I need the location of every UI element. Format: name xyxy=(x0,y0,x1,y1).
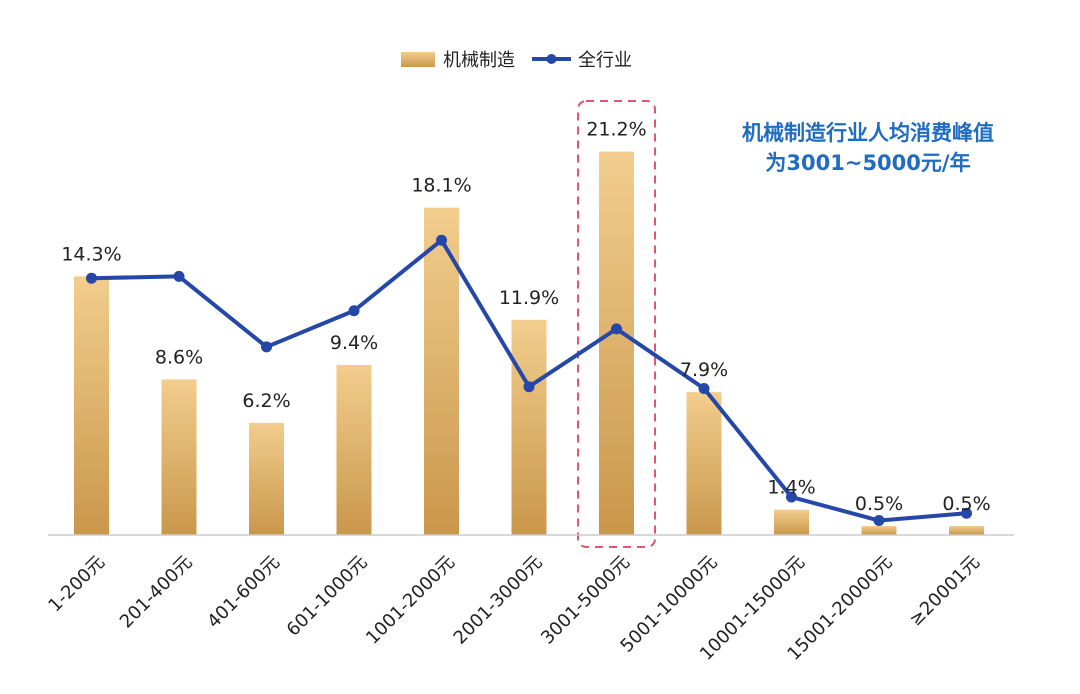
line-point-1 xyxy=(173,270,185,282)
bar-0 xyxy=(74,276,109,535)
x-tick-6: 3001-5000元 xyxy=(537,552,634,649)
x-tick-4: 1001-2000元 xyxy=(362,552,459,649)
legend-bar-label: 机械制造 xyxy=(443,50,515,71)
annotation-line-2: 为3001~5000元/年 xyxy=(765,151,970,175)
line-point-3 xyxy=(348,305,360,317)
x-tick-labels: 1-200元 201-400元 401-600元601-1000元1001-2000… xyxy=(44,552,984,665)
line-point-5 xyxy=(523,381,535,393)
bar-6 xyxy=(599,151,634,535)
bar-10 xyxy=(949,525,984,535)
data-label-1: 8.6% xyxy=(155,346,203,368)
data-label-6: 21.2% xyxy=(586,119,646,141)
data-label-0: 14.3% xyxy=(61,243,121,265)
data-label-7: 7.9% xyxy=(680,359,728,381)
bar-1 xyxy=(161,379,197,535)
bar-9 xyxy=(861,525,897,535)
line-point-6 xyxy=(611,323,622,335)
x-tick-3: 601-1000元 xyxy=(283,552,372,641)
data-label-3: 9.4% xyxy=(330,332,378,354)
data-label-8: 1.4% xyxy=(767,477,815,499)
x-tick-1: 201-400元 xyxy=(116,552,197,633)
line-point-0 xyxy=(86,272,97,284)
legend-line-marker xyxy=(546,54,557,64)
legend-bar-swatch xyxy=(401,52,435,67)
line-point-9 xyxy=(873,515,885,527)
data-label-5: 11.9% xyxy=(499,287,559,309)
line-point-8 xyxy=(786,491,797,503)
data-label-2: 6.2% xyxy=(242,390,290,412)
bar-5 xyxy=(511,319,547,535)
x-tick-5: 2001-3000元 xyxy=(450,552,547,649)
legend-line-label: 全行业 xyxy=(578,50,632,71)
bars xyxy=(74,151,984,535)
x-tick-2: 401-600元 xyxy=(203,552,284,633)
x-tick-10: ≥20001元 xyxy=(905,552,984,631)
bar-7 xyxy=(686,392,722,535)
line-point-4 xyxy=(436,234,447,246)
series-line xyxy=(86,234,972,527)
bar-8 xyxy=(774,509,809,535)
bar-3 xyxy=(336,365,372,535)
data-label-10: 0.5% xyxy=(942,493,990,515)
highlight-box xyxy=(577,100,656,548)
line-point-7 xyxy=(698,383,710,395)
bar-4 xyxy=(424,207,459,535)
bar-2 xyxy=(249,422,284,535)
data-label-4: 18.1% xyxy=(411,175,471,197)
data-label-9: 0.5% xyxy=(855,493,903,515)
line-point-10 xyxy=(961,507,972,519)
line-point-2 xyxy=(261,341,272,353)
x-tick-0: 1-200元 xyxy=(44,552,109,617)
annotation-line-1: 机械制造行业人均消费峰值 xyxy=(742,121,994,145)
legend: 机械制造 全行业 xyxy=(401,50,632,71)
data-labels: 14.3% 8.6% 6.2% 9.4% 18.1% 11.9% 21.2% 7.9% 1.4%… xyxy=(61,119,990,515)
